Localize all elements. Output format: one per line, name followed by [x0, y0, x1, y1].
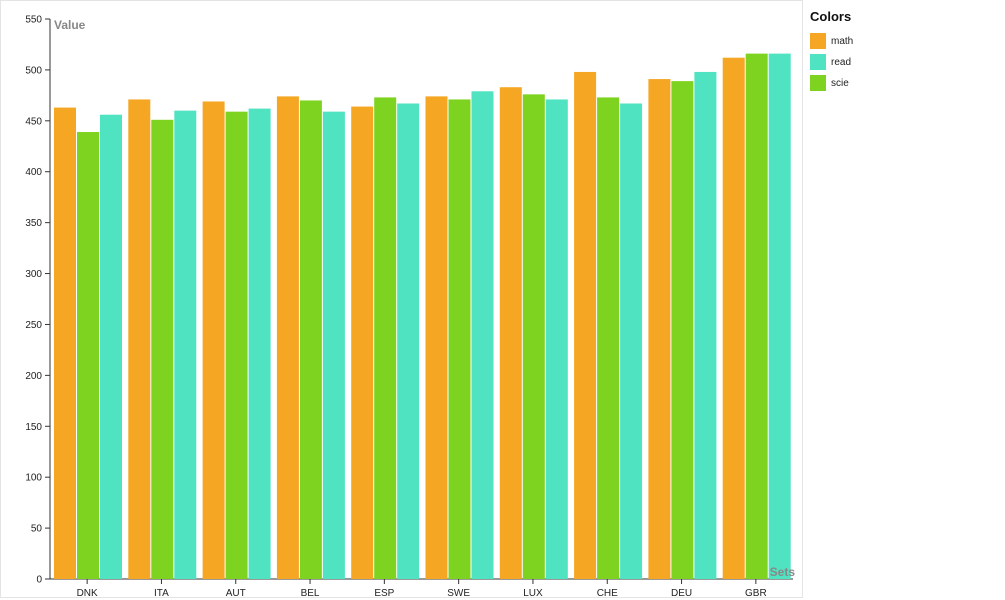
bar-scie-ITA — [151, 119, 174, 580]
legend-swatch-0 — [810, 33, 826, 49]
bar-chart: 0 50 100 150 200 250 300 350 400 450 500 550 DNK ITA… — [25, 15, 796, 600]
bar-scie-DNK — [77, 132, 99, 579]
bar-math-CHE — [574, 71, 597, 579]
y-tick-label-6: 300 — [25, 269, 42, 280]
bar-math-LUX — [499, 87, 522, 579]
bar-math-DEU — [648, 79, 671, 579]
x-tick-label-6: LUX — [523, 588, 543, 599]
y-tick-label-5: 250 — [25, 320, 42, 331]
x-axis-title: Sets — [770, 565, 796, 579]
y-tick-label-9: 450 — [25, 116, 42, 127]
x-tick-label-5: SWE — [447, 588, 470, 599]
y-tick-label-10: 500 — [25, 65, 42, 76]
chart-frame — [0, 0, 803, 598]
legend-item-0: math — [810, 33, 853, 49]
legend-title: Colors — [810, 9, 852, 24]
y-tick-label-3: 150 — [25, 422, 42, 433]
bar-math-ESP — [351, 106, 374, 580]
y-tick-label-1: 50 — [31, 524, 43, 535]
y-tick-label-11: 550 — [25, 15, 42, 26]
y-tick-label-8: 400 — [25, 167, 42, 178]
legend-item-1: read — [810, 54, 853, 70]
y-axis: 0 50 100 150 200 250 300 350 400 450 500 550 — [25, 15, 51, 586]
bar-read-AUT — [248, 108, 271, 579]
bar-read-CHE — [620, 103, 643, 579]
legend-label-0: math — [831, 35, 854, 47]
bar-scie-ESP — [374, 97, 397, 580]
bar-scie-SWE — [448, 99, 471, 579]
bar-scie-GBR — [745, 53, 768, 580]
bar-scie-BEL — [299, 100, 322, 580]
bar-math-BEL — [276, 96, 299, 579]
x-tick-label-9: GBR — [745, 588, 767, 599]
bar-read-ITA — [174, 110, 197, 580]
y-tick-label-4: 200 — [25, 371, 42, 382]
legend: Colors math read scie — [810, 9, 853, 96]
bar-scie-CHE — [597, 97, 620, 580]
bar-math-SWE — [425, 96, 448, 579]
x-tick-label-1: ITA — [154, 588, 169, 599]
bar-scie-AUT — [225, 111, 248, 580]
x-tick-label-4: ESP — [374, 588, 394, 599]
bar-read-ESP — [397, 103, 420, 579]
bar-math-ITA — [128, 99, 151, 579]
bar-read-LUX — [545, 99, 568, 579]
x-axis: DNK ITA AUT BEL ESP SWE LUX CHE DEU GBR — [50, 578, 793, 599]
bars — [54, 53, 791, 580]
bar-read-SWE — [471, 91, 494, 580]
x-tick-label-7: CHE — [597, 588, 618, 599]
x-tick-label-8: DEU — [671, 588, 692, 599]
x-tick-label-3: BEL — [301, 588, 320, 599]
bar-read-BEL — [322, 111, 345, 580]
bar-read-DNK — [100, 114, 122, 579]
y-tick-label-2: 100 — [25, 473, 42, 484]
bar-math-DNK — [54, 107, 76, 579]
y-tick-label-7: 350 — [25, 218, 42, 229]
legend-swatch-1 — [810, 54, 826, 70]
bar-scie-DEU — [671, 81, 694, 579]
bar-read-DEU — [694, 71, 717, 579]
legend-swatch-2 — [810, 75, 826, 91]
bar-scie-LUX — [522, 94, 545, 579]
y-axis-title: Value — [54, 18, 86, 32]
legend-label-2: scie — [831, 77, 849, 89]
y-tick-label-0: 0 — [36, 575, 42, 586]
bar-math-AUT — [202, 101, 225, 580]
bar-math-GBR — [722, 57, 745, 579]
bar-read-GBR — [768, 53, 791, 580]
legend-label-1: read — [831, 56, 852, 68]
x-tick-label-0: DNK — [77, 588, 98, 599]
legend-item-2: scie — [810, 75, 853, 91]
x-tick-label-2: AUT — [226, 588, 246, 599]
